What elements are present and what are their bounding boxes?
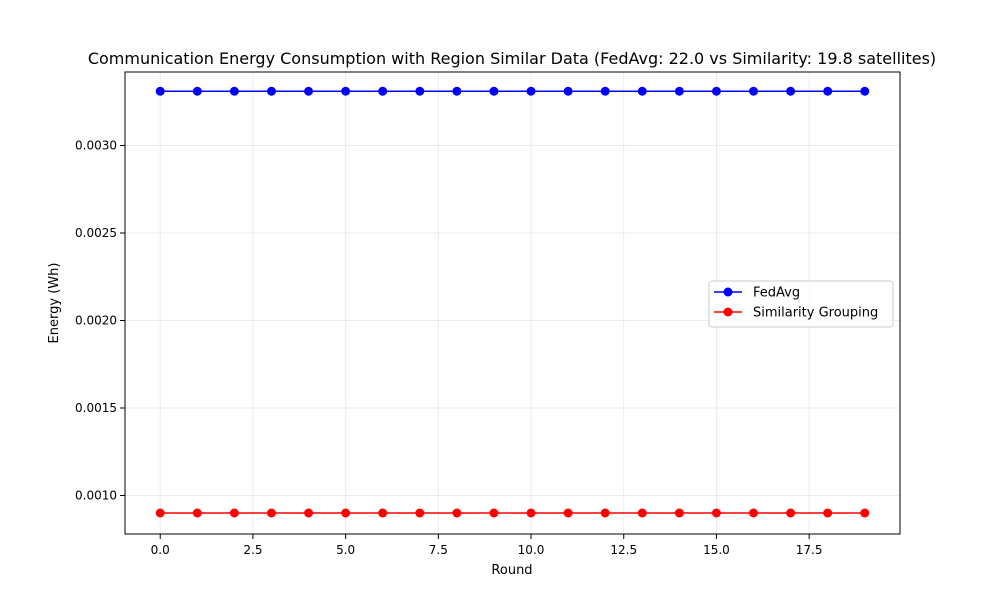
x-tick-label: 0.0	[151, 543, 170, 557]
x-tick-label: 15.0	[703, 543, 730, 557]
data-point	[637, 86, 647, 96]
data-point	[341, 508, 351, 518]
legend-label: Similarity Grouping	[753, 306, 878, 321]
x-tick-label: 12.5	[610, 543, 637, 557]
data-point	[711, 508, 721, 518]
data-point	[378, 86, 388, 96]
legend-marker	[723, 307, 733, 317]
x-tick-label: 5.0	[336, 543, 355, 557]
legend: FedAvg Similarity Grouping	[708, 280, 894, 328]
data-point	[563, 508, 573, 518]
data-point	[155, 508, 165, 518]
data-point	[786, 508, 796, 518]
series-fedavg	[155, 86, 870, 96]
x-axis-label: Round	[491, 563, 532, 578]
data-point	[860, 86, 870, 96]
x-tick-label: 7.5	[429, 543, 448, 557]
data-point	[489, 86, 499, 96]
data-point	[526, 508, 536, 518]
data-point	[749, 86, 759, 96]
data-point	[266, 508, 276, 518]
data-point	[229, 86, 239, 96]
data-point	[452, 508, 462, 518]
data-point	[637, 508, 647, 518]
data-point	[266, 86, 276, 96]
data-point	[600, 508, 610, 518]
x-tick-label: 2.5	[243, 543, 262, 557]
data-point	[415, 86, 425, 96]
grid-lines	[125, 72, 900, 534]
legend-box	[708, 280, 894, 328]
y-tick-label: 0.0030	[75, 139, 117, 153]
data-point	[304, 508, 314, 518]
data-point	[192, 86, 202, 96]
data-point	[786, 86, 796, 96]
y-tick-label: 0.0025	[75, 226, 117, 240]
series-lines	[155, 86, 870, 518]
data-point	[304, 86, 314, 96]
series-similarity-grouping	[155, 508, 870, 518]
chart-title: Communication Energy Consumption with Re…	[88, 49, 936, 68]
axis-ticks: 0.0 2.5 5.0 7.5 10.0 12.5 15.0 17.5 0.0010 0.0015…	[75, 139, 823, 558]
x-tick-label: 10.0	[518, 543, 545, 557]
data-point	[341, 86, 351, 96]
data-point	[526, 86, 536, 96]
legend-label: FedAvg	[753, 286, 800, 301]
legend-marker	[723, 287, 733, 297]
data-point	[563, 86, 573, 96]
data-point	[749, 508, 759, 518]
data-point	[674, 508, 684, 518]
data-point	[600, 86, 610, 96]
y-tick-label: 0.0010	[75, 489, 117, 503]
data-point	[860, 508, 870, 518]
x-tick-label: 17.5	[796, 543, 823, 557]
y-axis-label: Energy (Wh)	[47, 263, 62, 344]
data-point	[192, 508, 202, 518]
data-point	[823, 86, 833, 96]
data-point	[674, 86, 684, 96]
data-point	[415, 508, 425, 518]
plot-area-frame	[124, 71, 901, 535]
data-point	[378, 508, 388, 518]
data-point	[155, 86, 165, 96]
data-point	[229, 508, 239, 518]
y-tick-label: 0.0020	[75, 314, 117, 328]
data-point	[711, 86, 721, 96]
y-tick-label: 0.0015	[75, 401, 117, 415]
data-point	[489, 508, 499, 518]
data-point	[452, 86, 462, 96]
data-point	[823, 508, 833, 518]
